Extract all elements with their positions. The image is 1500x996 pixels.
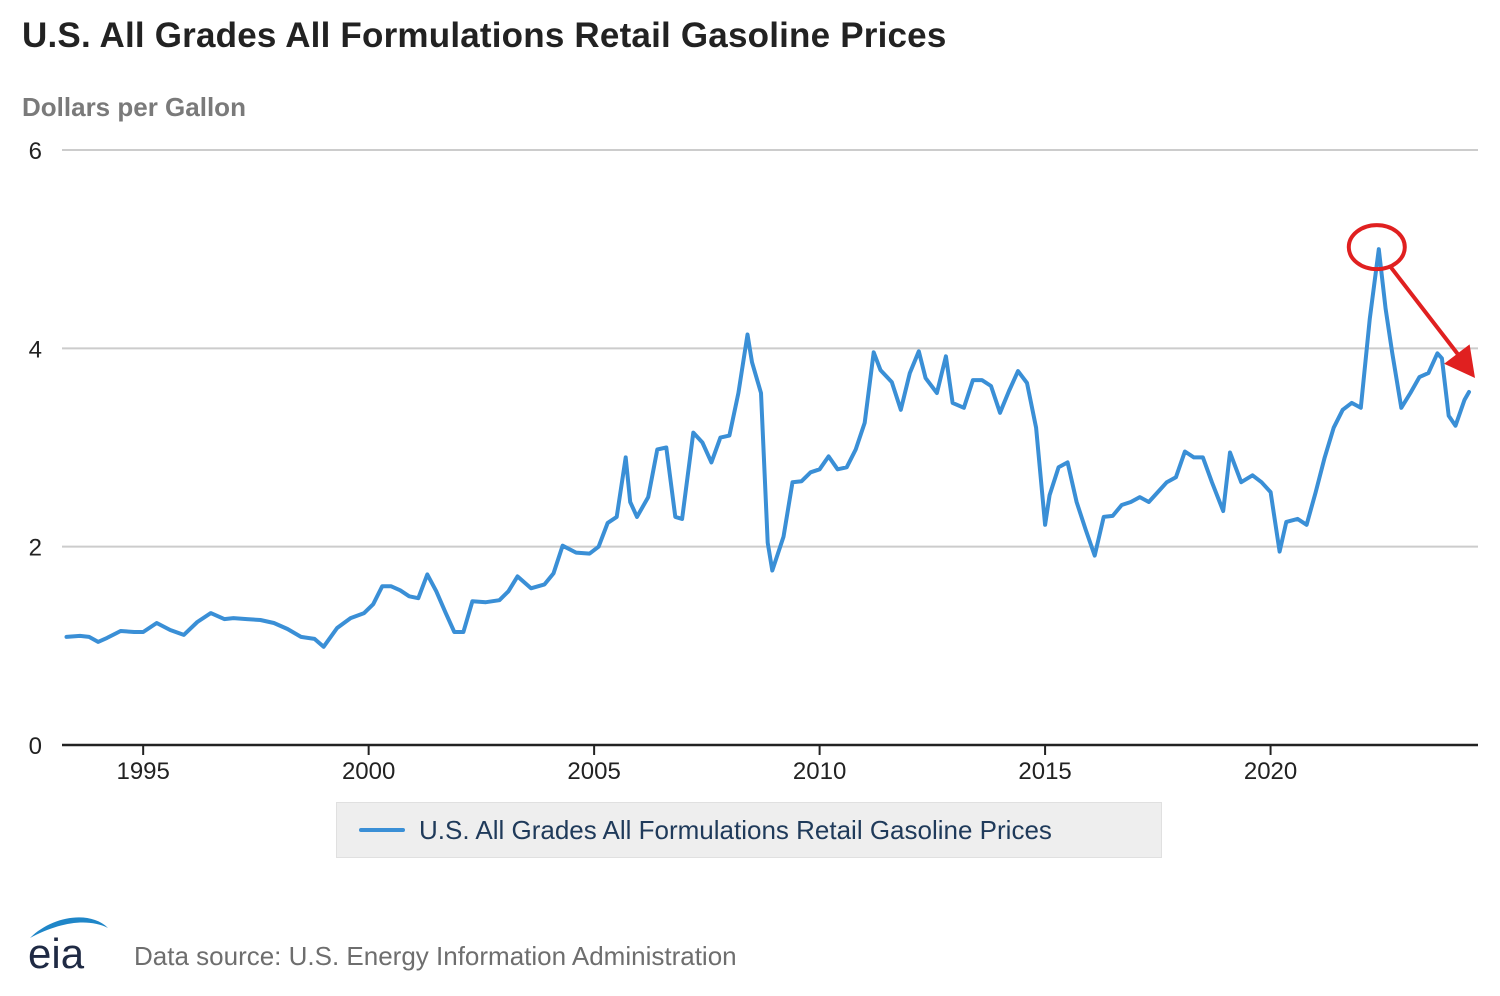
x-tick-label: 2000 [342,758,395,785]
y-tick-label: 0 [29,733,42,760]
footer: eia Data source: U.S. Energy Information… [22,908,737,972]
x-tick-label: 2005 [567,758,620,785]
x-tick-label: 2020 [1244,758,1297,785]
y-tick-label: 2 [29,535,42,562]
trend-arrow-shaft [1389,265,1469,368]
data-source-note: Data source: U.S. Energy Information Adm… [134,941,737,971]
x-tick-label: 2010 [793,758,846,785]
x-tick-label: 1995 [116,758,169,785]
y-axis-units-label: Dollars per Gallon [22,92,246,122]
chart-title: U.S. All Grades All Formulations Retail … [22,16,947,55]
series-line [64,247,1471,649]
legend-series-label: U.S. All Grades All Formulations Retail … [419,814,1052,845]
eia-logo-text: eia [28,930,85,972]
y-tick-label: 4 [29,336,42,363]
eia-logo: eia [28,917,108,972]
legend[interactable]: U.S. All Grades All Formulations Retail … [336,802,1162,858]
peak-highlight-circle [1346,223,1407,272]
legend-series-swatch [359,828,405,832]
y-tick-label: 6 [29,138,42,165]
x-tick-label: 2015 [1018,758,1071,785]
trend-arrow-head [1444,344,1475,378]
